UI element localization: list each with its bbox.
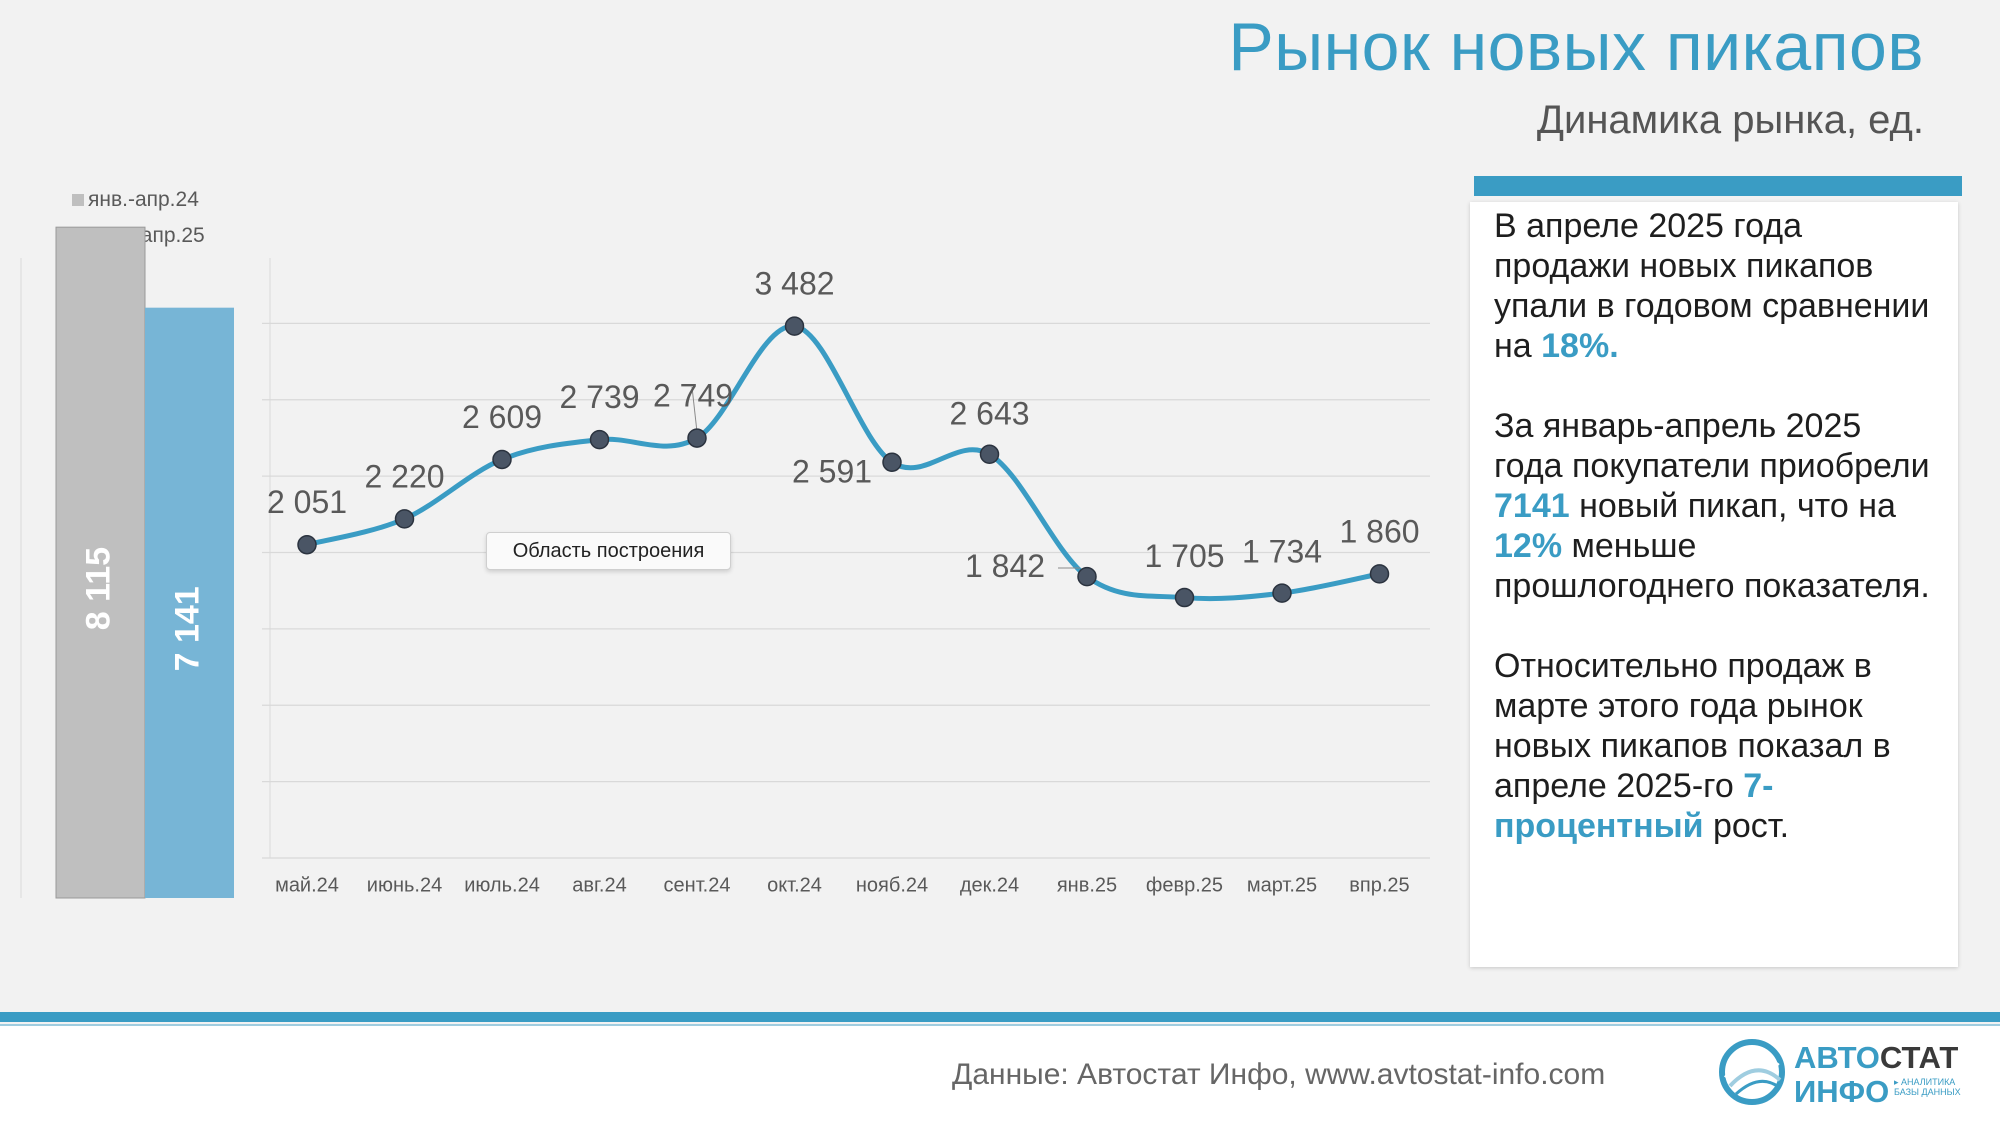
legend-label-2024: янв.-апр.24	[88, 188, 199, 211]
summary-paragraph-3: Относительно продаж в марте этого года р…	[1494, 646, 1938, 846]
bar-0	[55, 226, 146, 899]
x-tick-label-7: дек.24	[960, 874, 1019, 896]
avtostat-logo[interactable]: АВТОСТАТ ИНФО ▸ АНАЛИТИКА БАЗЫ ДАННЫХ	[1716, 1036, 1968, 1109]
x-tick-label-6: нояб.24	[856, 874, 928, 896]
data-label-10: 1 734	[1242, 534, 1322, 570]
x-tick-label-4: сент.24	[664, 874, 731, 896]
data-point-2	[492, 449, 512, 470]
data-point-10	[1272, 583, 1292, 603]
x-tick-label-10: март.25	[1247, 874, 1317, 896]
highlight-text: 7141	[1494, 487, 1570, 525]
summary-paragraph-2: За январь-апрель 2025 года покупатели пр…	[1494, 406, 1938, 606]
bar-1	[145, 307, 234, 898]
data-label-3: 2 739	[559, 379, 639, 415]
legend-swatch-2024	[72, 194, 84, 206]
summary-panel: В апреле 2025 года продажи новых пикапов…	[1470, 202, 1958, 967]
data-point-0	[297, 534, 317, 555]
bar-value-label-0: 8 115	[79, 547, 117, 630]
logo-globe-icon	[1719, 1039, 1785, 1105]
data-label-2: 2 609	[462, 399, 542, 435]
data-point-5	[784, 316, 805, 336]
data-label-8: 1 842	[965, 548, 1045, 584]
panel-text: меньше прошлогоднего показателя.	[1494, 527, 1930, 605]
x-tick-label-1: июнь.24	[367, 874, 442, 896]
logo-tagline: ▸ АНАЛИТИКА БАЗЫ ДАННЫХ	[1894, 1077, 1961, 1097]
data-label-1: 2 220	[364, 458, 444, 494]
x-tick-label-5: окт.24	[767, 874, 822, 896]
data-point-6	[882, 452, 902, 472]
leader-line	[691, 386, 698, 433]
data-label-0: 2 051	[267, 484, 347, 520]
data-point-7	[979, 444, 1000, 465]
panel-text: новый пикап, что на	[1569, 487, 1896, 525]
logo-text-bottom: ИНФО	[1794, 1074, 1890, 1109]
ytd-bar-chart: 8 115 7 141	[20, 226, 234, 899]
data-label-9: 1 705	[1144, 538, 1224, 574]
x-tick-label-0: май.24	[275, 874, 339, 896]
panel-text: рост.	[1703, 807, 1790, 845]
summary-paragraph-1: В апреле 2025 года продажи новых пикапов…	[1494, 206, 1938, 366]
footer-divider-thin	[0, 1024, 2000, 1026]
panel-text: За январь-апрель 2025 года покупатели пр…	[1494, 407, 1930, 485]
footer	[0, 1026, 2000, 1126]
data-label-5: 3 482	[754, 266, 834, 302]
data-point-9	[1174, 587, 1195, 608]
data-source: Данные: Автостат Инфо, www.avtostat-info…	[952, 1058, 1606, 1091]
data-label-4: 2 749	[653, 378, 733, 414]
x-tick-label-9: февр.25	[1146, 874, 1223, 896]
page-subtitle: Динамика рынка, ед.	[1536, 98, 1924, 142]
legend-item-2024: янв.-апр.24	[72, 182, 205, 218]
data-label-7: 2 643	[949, 396, 1029, 432]
data-label-6: 2 591	[792, 454, 872, 490]
data-point-1	[394, 509, 415, 529]
logo-text-top: АВТОСТАТ	[1794, 1040, 1959, 1075]
page-title: Рынок новых пикапов	[1228, 9, 1924, 85]
panel-accent-bar	[1474, 176, 1962, 196]
footer-divider	[0, 1012, 2000, 1022]
x-tick-label-11: впр.25	[1349, 874, 1409, 896]
data-label-11: 1 860	[1339, 513, 1419, 549]
highlight-text: 7-процентный	[1494, 767, 1774, 845]
panel-text: В апреле 2025 года продажи новых пикапов…	[1494, 207, 1930, 365]
bar-value-label-1: 7 141	[168, 586, 206, 671]
data-point-4	[687, 428, 707, 448]
x-tick-label-8: янв.25	[1057, 874, 1117, 896]
panel-text: Относительно продаж в марте этого года р…	[1494, 647, 1891, 805]
plot-area-tooltip: Область построения	[486, 532, 731, 570]
monthly-line-chart: 2 051 2 220 2 609 2 739 2 749 3 482 2 591 2 643…	[262, 258, 1430, 896]
data-point-11	[1369, 564, 1390, 584]
x-tick-label-3: авг.24	[572, 874, 626, 896]
data-point-3	[589, 429, 610, 450]
data-point-8	[1077, 566, 1097, 587]
x-tick-label-2: июль.24	[464, 874, 540, 896]
highlight-text: 12%	[1494, 527, 1563, 565]
highlight-text: 18%.	[1541, 327, 1619, 365]
